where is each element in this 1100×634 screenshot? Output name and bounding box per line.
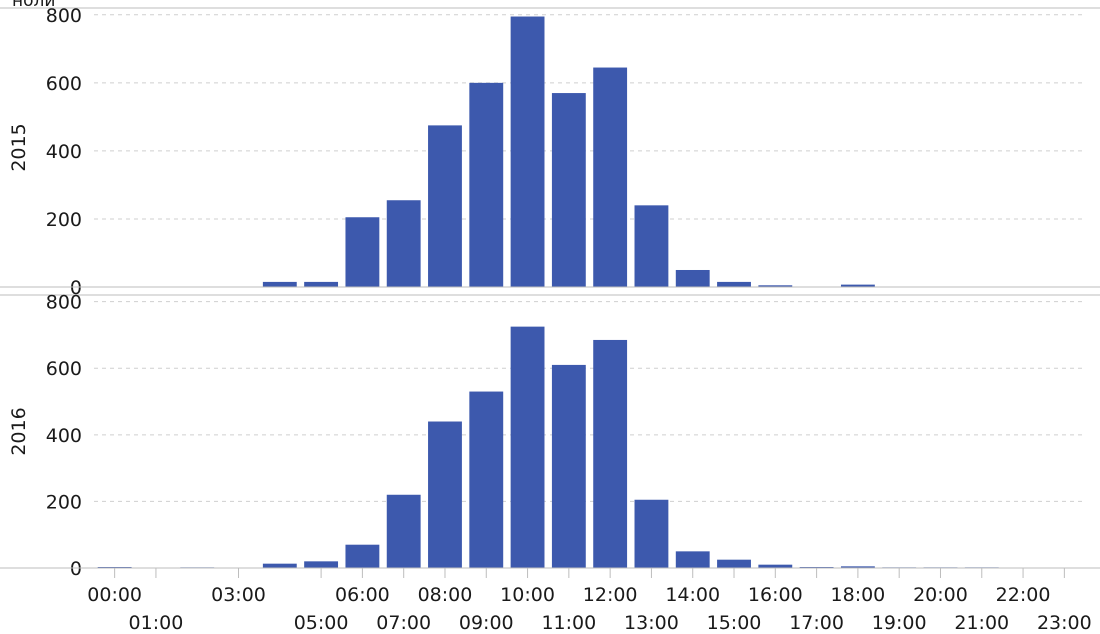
- bar-2015-15:00: [717, 281, 751, 287]
- bar-2016-18:00: [840, 566, 875, 568]
- y-tick-label: 0: [70, 558, 82, 580]
- x-tick-label: 00:00: [87, 584, 142, 606]
- panel-label-2016: 2016: [8, 407, 30, 455]
- x-tick-label: 08:00: [418, 584, 473, 606]
- x-tick-label: 09:00: [459, 612, 514, 634]
- x-tick-label: 19:00: [872, 612, 927, 634]
- x-tick-label: 01:00: [129, 612, 184, 634]
- x-axis: 00:00 01:00 03:00 05:00 06:00 07:00 08:00 09:00…: [87, 567, 1092, 634]
- x-tick-label: 22:00: [996, 584, 1051, 606]
- y-tick-label: 400: [46, 141, 82, 163]
- x-tick-label: 05:00: [294, 612, 349, 634]
- x-tick-label: 20:00: [913, 584, 968, 606]
- panel-2016: 0 200 400 600 800 2016: [0, 292, 1100, 580]
- x-tick-label: 21:00: [954, 612, 1009, 634]
- x-tick-label: 10:00: [500, 584, 555, 606]
- x-tick-label: 06:00: [335, 584, 390, 606]
- bar-2015-08:00: [428, 125, 462, 287]
- x-tick-label: 14:00: [665, 584, 720, 606]
- bar-2015-18:00: [840, 284, 875, 287]
- x-tick-label: 16:00: [748, 584, 803, 606]
- panels-group: 0 200 400 600 800 2015 0 200 400 600 800 2016: [0, 5, 1100, 580]
- x-tick-label: 07:00: [376, 612, 431, 634]
- bar-2015-12:00: [593, 67, 628, 287]
- x-tick-label: 18:00: [831, 584, 886, 606]
- bar-2016-04:00: [262, 563, 297, 568]
- bar-2016-05:00: [304, 561, 339, 568]
- y-tick-label: 200: [46, 491, 82, 513]
- top-label: ноли: [12, 0, 55, 11]
- bar-2015-14:00: [675, 269, 710, 287]
- bar-2015-05:00: [304, 281, 339, 287]
- y-tick-label: 800: [46, 292, 82, 314]
- bar-2016-07:00: [386, 494, 421, 568]
- bar-2015-13:00: [634, 205, 669, 287]
- bar-2015-04:00: [262, 281, 297, 287]
- x-tick-label: 03:00: [211, 584, 266, 606]
- y-tick-label: 200: [46, 209, 82, 231]
- panel-2015: 0 200 400 600 800 2015: [0, 5, 1100, 299]
- x-tick-label: 17:00: [789, 612, 844, 634]
- y-tick-label: 0: [70, 277, 82, 299]
- bar-2016-15:00: [717, 559, 751, 568]
- bar-2016-09:00: [469, 391, 504, 568]
- bar-2015-09:00: [469, 82, 504, 287]
- bar-2015-16:00: [758, 285, 793, 287]
- bar-2015-06:00: [345, 217, 380, 287]
- bar-2015-11:00: [551, 93, 586, 287]
- panel-label-2015: 2015: [8, 123, 30, 171]
- bar-2016-13:00: [634, 499, 669, 568]
- bar-2016-11:00: [551, 364, 586, 568]
- bar-2016-12:00: [593, 339, 628, 568]
- bar-2016-06:00: [345, 544, 380, 568]
- bar-2015-10:00: [510, 16, 545, 287]
- x-tick-label: 15:00: [707, 612, 762, 634]
- y-tick-label: 800: [46, 5, 82, 27]
- y-tick-label: 600: [46, 73, 82, 95]
- bar-2016-14:00: [675, 551, 710, 568]
- bar-2016-10:00: [510, 326, 545, 568]
- x-tick-label: 13:00: [624, 612, 679, 634]
- y-tick-label: 400: [46, 425, 82, 447]
- bar-2016-16:00: [758, 564, 793, 568]
- x-tick-label: 23:00: [1037, 612, 1092, 634]
- bar-2016-08:00: [428, 421, 462, 568]
- bar-2015-07:00: [386, 200, 421, 287]
- x-tick-label: 12:00: [583, 584, 638, 606]
- x-tick-label: 11:00: [541, 612, 596, 634]
- y-tick-label: 600: [46, 358, 82, 380]
